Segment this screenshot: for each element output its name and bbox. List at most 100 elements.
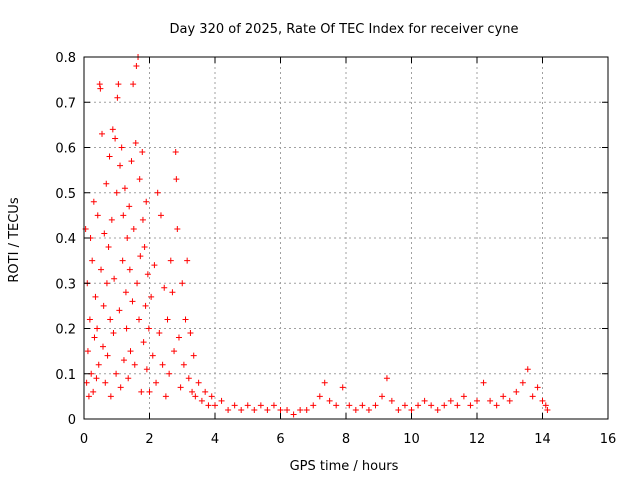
- grid-lines: [84, 57, 608, 419]
- data-point: [441, 402, 448, 409]
- data-point: [157, 212, 164, 219]
- data-point: [144, 271, 151, 278]
- data-point: [529, 393, 536, 400]
- data-point: [130, 81, 137, 88]
- data-point: [198, 397, 205, 404]
- data-point: [326, 397, 333, 404]
- data-point: [119, 257, 126, 264]
- data-point: [180, 361, 187, 368]
- data-point: [321, 379, 328, 386]
- data-point: [169, 289, 176, 296]
- data-point: [277, 406, 284, 413]
- x-tick-label: 10: [403, 432, 420, 447]
- y-tick-label: 0.5: [55, 187, 76, 202]
- data-point: [388, 397, 395, 404]
- data-point: [192, 393, 199, 400]
- y-tick-label: 0.3: [55, 277, 76, 292]
- data-point: [428, 402, 435, 409]
- data-point: [96, 81, 103, 88]
- data-point: [85, 393, 92, 400]
- data-point: [139, 149, 146, 156]
- data-point: [118, 144, 125, 151]
- data-point: [225, 406, 232, 413]
- data-point: [146, 388, 153, 395]
- data-point: [128, 158, 135, 165]
- data-point: [124, 235, 131, 241]
- data-point: [270, 402, 277, 409]
- data-point: [173, 176, 180, 183]
- data-point: [284, 406, 291, 413]
- data-point: [101, 230, 108, 237]
- y-tick-label: 0.8: [55, 51, 76, 66]
- data-point: [171, 348, 178, 355]
- data-point: [107, 316, 114, 323]
- data-point: [184, 257, 191, 264]
- data-point: [467, 402, 474, 409]
- data-point: [91, 334, 98, 341]
- data-point: [92, 293, 99, 300]
- x-tick-label: 0: [80, 432, 88, 447]
- data-point: [137, 253, 144, 260]
- data-point: [110, 330, 117, 337]
- data-point: [113, 370, 120, 377]
- data-point: [136, 316, 143, 323]
- data-point: [136, 176, 143, 183]
- data-point: [86, 316, 93, 323]
- data-point: [123, 325, 130, 332]
- data-point: [544, 406, 551, 413]
- data-point: [167, 257, 174, 264]
- data-point: [519, 379, 526, 386]
- data-point: [104, 352, 111, 359]
- data-point: [95, 361, 102, 368]
- data-point: [100, 302, 107, 309]
- data-point: [116, 307, 123, 314]
- data-point: [365, 406, 372, 413]
- data-point: [131, 361, 138, 368]
- data-point: [408, 406, 415, 413]
- data-point: [125, 375, 132, 382]
- data-point: [94, 325, 101, 332]
- data-point: [98, 266, 105, 273]
- data-point: [372, 402, 379, 409]
- data-point: [524, 366, 531, 373]
- data-point: [99, 130, 106, 137]
- data-point: [94, 212, 101, 219]
- data-point: [89, 257, 96, 264]
- data-point: [172, 149, 179, 156]
- y-tick-label: 0: [68, 413, 76, 428]
- data-point: [290, 411, 297, 418]
- data-point: [383, 375, 390, 382]
- data-point: [130, 225, 137, 232]
- data-point: [421, 397, 428, 404]
- data-point: [109, 126, 116, 133]
- data-point: [129, 298, 136, 305]
- data-point: [93, 375, 100, 382]
- data-point: [185, 375, 192, 382]
- data-point: [447, 397, 454, 404]
- data-point: [310, 402, 317, 409]
- x-tick-label: 4: [211, 432, 219, 447]
- data-point: [316, 393, 323, 400]
- data-point: [454, 402, 461, 409]
- data-point: [460, 393, 467, 400]
- data-point: [487, 397, 494, 404]
- data-point: [182, 316, 189, 323]
- x-axis-ticks: 0 2 4 6 8 10 12 14 16: [80, 57, 616, 447]
- data-point: [161, 284, 168, 291]
- data-point: [115, 81, 122, 88]
- data-point: [542, 402, 549, 409]
- data-point: [493, 402, 500, 409]
- data-point: [415, 402, 422, 409]
- x-tick-label: 16: [600, 432, 617, 447]
- y-tick-label: 0.4: [55, 232, 76, 247]
- data-point: [175, 334, 182, 341]
- y-tick-label: 0.7: [55, 96, 76, 111]
- data-point: [105, 244, 112, 251]
- data-point: [149, 352, 156, 359]
- data-point: [190, 352, 197, 359]
- data-point: [205, 402, 212, 409]
- data-point: [513, 388, 520, 395]
- data-point: [132, 139, 139, 146]
- x-tick-label: 12: [469, 432, 486, 447]
